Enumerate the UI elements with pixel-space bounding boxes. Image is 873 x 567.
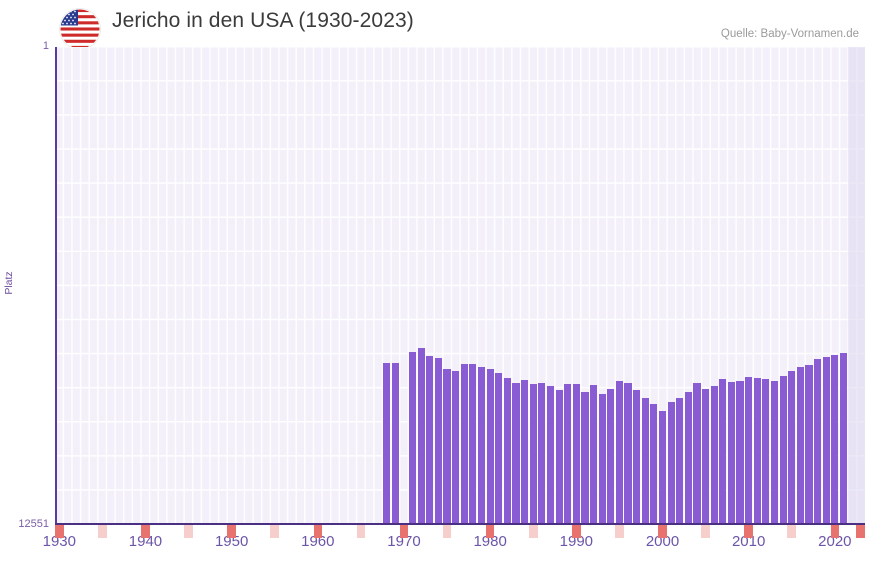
y-axis-line xyxy=(55,47,57,524)
x-axis-tick-1990: 1990 xyxy=(559,533,594,550)
x-tick-mark-minor-2015 xyxy=(787,525,797,538)
bar-2019[interactable] xyxy=(822,356,830,524)
bar-1992[interactable] xyxy=(589,385,598,524)
x-tick-mark-minor-1965 xyxy=(356,525,366,538)
bar-2018[interactable] xyxy=(814,359,822,524)
x-axis-tick-2000: 2000 xyxy=(645,533,680,550)
bar-2009[interactable] xyxy=(736,380,744,524)
bar-1969[interactable] xyxy=(391,363,399,524)
y-axis-tick-top: 1 xyxy=(42,40,49,52)
bar-1979[interactable] xyxy=(477,367,486,524)
bar-1988[interactable] xyxy=(555,390,563,524)
bar-1991[interactable] xyxy=(581,391,589,524)
x-tick-mark-minor-1985 xyxy=(528,525,538,538)
bar-1982[interactable] xyxy=(503,377,511,524)
bar-2021[interactable] xyxy=(839,352,848,524)
x-tick-mark-1960 xyxy=(313,525,323,538)
bar-2016[interactable] xyxy=(796,367,804,524)
x-tick-mark-minor-1995 xyxy=(615,525,624,538)
bar-1990[interactable] xyxy=(572,384,580,524)
bar-1980[interactable] xyxy=(486,369,494,524)
us-flag-icon xyxy=(60,9,100,49)
x-axis-tick-1970: 1970 xyxy=(387,533,421,550)
bar-2014[interactable] xyxy=(779,376,787,524)
x-axis-tick-1940: 1940 xyxy=(128,533,163,550)
y-axis-tick-bottom: 12551 xyxy=(18,518,49,530)
chart-header: Jericho in den USA (1930-2023) Quelle: B… xyxy=(0,0,873,49)
x-tick-mark-minor-2005 xyxy=(701,525,710,538)
bar-1975[interactable] xyxy=(443,368,451,524)
bar-1973[interactable] xyxy=(426,355,434,524)
x-tick-mark-1940 xyxy=(141,525,150,538)
bars-layer xyxy=(55,47,865,524)
x-tick-mark-minor-1935 xyxy=(98,525,107,538)
bar-1983[interactable] xyxy=(512,382,520,524)
page-title: Jericho in den USA (1930-2023) xyxy=(112,9,414,32)
x-tick-mark-1990 xyxy=(572,525,581,538)
bar-1977[interactable] xyxy=(460,363,468,524)
bar-2015[interactable] xyxy=(788,370,796,524)
bar-1985[interactable] xyxy=(529,383,537,524)
bar-1999[interactable] xyxy=(650,404,658,524)
bar-2020[interactable] xyxy=(831,354,839,524)
bar-2012[interactable] xyxy=(762,379,770,524)
bar-1996[interactable] xyxy=(624,383,632,524)
x-axis-line xyxy=(55,523,865,525)
x-tick-mark-minor-1975 xyxy=(442,525,452,538)
bar-2008[interactable] xyxy=(727,381,735,524)
bar-2017[interactable] xyxy=(805,364,813,524)
bar-1972[interactable] xyxy=(417,348,425,524)
x-tick-mark-2000 xyxy=(658,525,667,538)
bar-2001[interactable] xyxy=(667,401,675,524)
source-label: Quelle: Baby-Vornamen.de xyxy=(720,28,859,40)
bar-2011[interactable] xyxy=(753,378,761,524)
bar-2000[interactable] xyxy=(658,411,667,524)
x-tick-mark-1970 xyxy=(399,525,409,538)
x-tick-mark-1950 xyxy=(227,525,236,538)
x-tick-mark-2010 xyxy=(744,525,753,538)
bar-2005[interactable] xyxy=(702,389,710,524)
x-tick-mark-1930 xyxy=(55,525,64,538)
bar-1981[interactable] xyxy=(495,373,503,524)
x-tick-mark-1980 xyxy=(485,525,495,538)
bar-2007[interactable] xyxy=(719,378,727,524)
bar-1978[interactable] xyxy=(469,363,477,524)
x-axis-tick-2010: 2010 xyxy=(731,533,766,550)
bar-1993[interactable] xyxy=(598,393,606,524)
x-axis-tick-1930: 1930 xyxy=(42,533,76,550)
bar-1974[interactable] xyxy=(434,357,443,524)
bar-1994[interactable] xyxy=(607,389,615,524)
bar-1998[interactable] xyxy=(641,397,649,524)
bar-1968[interactable] xyxy=(383,363,391,524)
bar-1986[interactable] xyxy=(538,382,546,524)
bar-1976[interactable] xyxy=(452,370,460,524)
x-tick-mark-minor-1955 xyxy=(270,525,280,538)
bar-2004[interactable] xyxy=(693,382,701,524)
plot-area xyxy=(55,47,865,524)
x-tick-mark-minor-1945 xyxy=(184,525,193,538)
x-axis-tick-2020: 2020 xyxy=(818,533,852,550)
bar-2010[interactable] xyxy=(745,377,753,524)
bar-1984[interactable] xyxy=(521,380,529,524)
bar-2002[interactable] xyxy=(676,397,684,524)
x-tick-mark-2023 xyxy=(856,525,865,538)
bar-2013[interactable] xyxy=(770,380,779,524)
x-axis-tick-1950: 1950 xyxy=(214,533,249,550)
x-tick-mark-2020 xyxy=(830,525,840,538)
bar-1971[interactable] xyxy=(409,351,417,524)
x-axis-tick-1980: 1980 xyxy=(473,533,507,550)
bar-2006[interactable] xyxy=(710,385,718,524)
bar-1987[interactable] xyxy=(546,386,555,524)
bar-1997[interactable] xyxy=(633,389,641,524)
bar-1995[interactable] xyxy=(615,380,623,524)
y-axis-title: Platz xyxy=(3,271,15,295)
bar-2003[interactable] xyxy=(684,392,692,524)
x-axis-tick-1960: 1960 xyxy=(301,533,335,550)
bar-1989[interactable] xyxy=(564,384,572,524)
